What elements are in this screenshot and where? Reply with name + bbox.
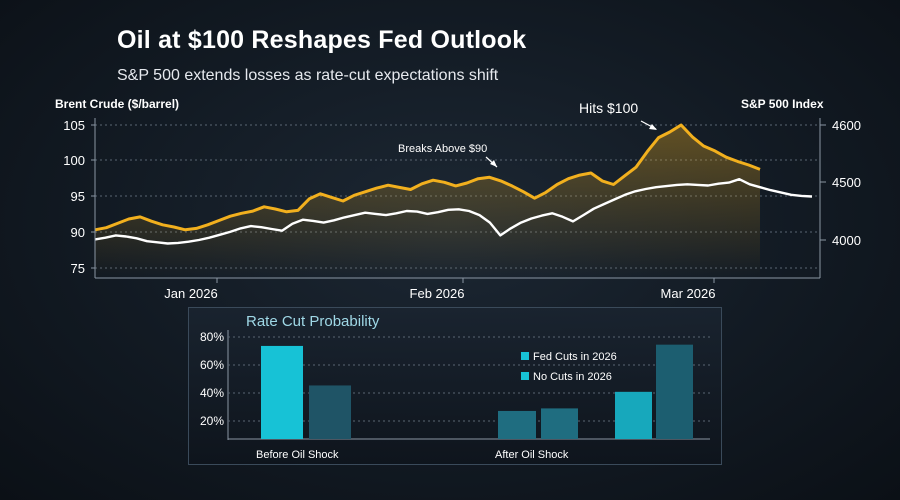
bar-y-tick-label: 40%: [200, 386, 224, 400]
bar-y-tick-label: 60%: [200, 358, 224, 372]
category-label-before: Before Oil Shock: [256, 449, 339, 461]
oil-line: [94, 123, 761, 232]
annotation-arrowhead: [649, 124, 657, 130]
bar-after-no-cuts: [541, 408, 578, 439]
x-tick-label: Jan 2026: [164, 286, 218, 300]
bar-y-tick-label: 80%: [200, 330, 224, 344]
oil-area-fill: [95, 125, 760, 278]
left-tick-label: 95: [71, 189, 85, 204]
annotation-breaks-above-90: Breaks Above $90: [398, 143, 498, 168]
sp500-line: [94, 178, 813, 245]
left-tick-label: 105: [63, 118, 85, 133]
chart-title: Oil at $100 Reshapes Fed Outlook: [117, 26, 527, 54]
left-tick-label: 75: [71, 261, 85, 276]
rate-cut-title: Rate Cut Probability: [246, 313, 380, 330]
legend-label-no-cuts: No Cuts in 2026: [533, 371, 612, 383]
legend-label-fed-cuts: Fed Cuts in 2026: [533, 351, 617, 363]
bar-y-tick-label: 20%: [200, 414, 224, 428]
chart-subtitle: S&P 500 extends losses as rate-cut expec…: [117, 67, 499, 84]
x-tick-label: Feb 2026: [410, 286, 465, 300]
right-tick-label: 4600: [832, 118, 861, 133]
annotation-label: Hits $100: [579, 100, 638, 116]
annotation-hits-100: Hits $100: [579, 100, 657, 130]
bar-before-no-cuts: [309, 385, 351, 439]
right-tick-label: 4500: [832, 175, 861, 190]
main-line-chart: 75 90 95 100 105 4000 4500 4600 Jan 2026 Feb 2026…: [55, 97, 861, 300]
left-tick-label: 90: [71, 225, 85, 240]
category-label-after: After Oil Shock: [495, 449, 569, 461]
right-tick-label: 4000: [832, 233, 861, 248]
legend-swatch-no-cuts: [521, 372, 529, 380]
bar-extra-no-cuts: [656, 344, 693, 439]
bar-extra-fed-cuts: [615, 391, 652, 439]
left-tick-label: 100: [63, 153, 85, 168]
bar-after-fed-cuts: [498, 410, 536, 439]
bar-legend: Fed Cuts in 2026 No Cuts in 2026: [521, 351, 617, 383]
x-tick-label: Mar 2026: [661, 286, 716, 300]
left-axis-label: Brent Crude ($/barrel): [55, 97, 179, 111]
legend-swatch-fed-cuts: [521, 352, 529, 360]
right-axis-label: S&P 500 Index: [741, 97, 824, 111]
annotation-label: Breaks Above $90: [398, 143, 487, 155]
bar-before-fed-cuts: [261, 345, 303, 439]
annotation-arrowhead: [490, 160, 497, 167]
